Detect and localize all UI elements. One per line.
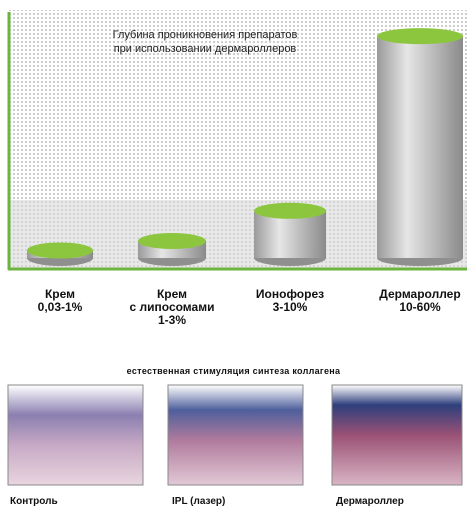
- photo: [168, 385, 303, 485]
- cylinder-top: [377, 28, 463, 44]
- caption: IPL (лазер): [172, 496, 225, 507]
- chart-title: Глубина проникновения препаратов при исп…: [40, 28, 370, 56]
- chart: [0, 0, 467, 514]
- cylinder-top: [138, 233, 206, 249]
- caption: Контроль: [10, 496, 58, 507]
- cylinder-top: [254, 203, 326, 219]
- x-tick-label: Крем 0,03-1%: [5, 288, 115, 314]
- x-tick-label: Крем с липосомами 1-3%: [117, 288, 227, 327]
- bar: [377, 36, 463, 258]
- x-tick-label: Ионофорез 3-10%: [235, 288, 345, 314]
- photos: [8, 385, 462, 485]
- caption: Дермароллер: [336, 496, 404, 507]
- x-tick-label: Дермароллер 10-60%: [365, 288, 467, 314]
- photo: [8, 385, 143, 485]
- cylinder-top: [27, 242, 93, 258]
- photo: [332, 385, 462, 485]
- page: {"chart_data":{"type":"cylinder","title"…: [0, 0, 467, 514]
- figure-title: естественная стимуляция синтеза коллаген…: [0, 366, 467, 376]
